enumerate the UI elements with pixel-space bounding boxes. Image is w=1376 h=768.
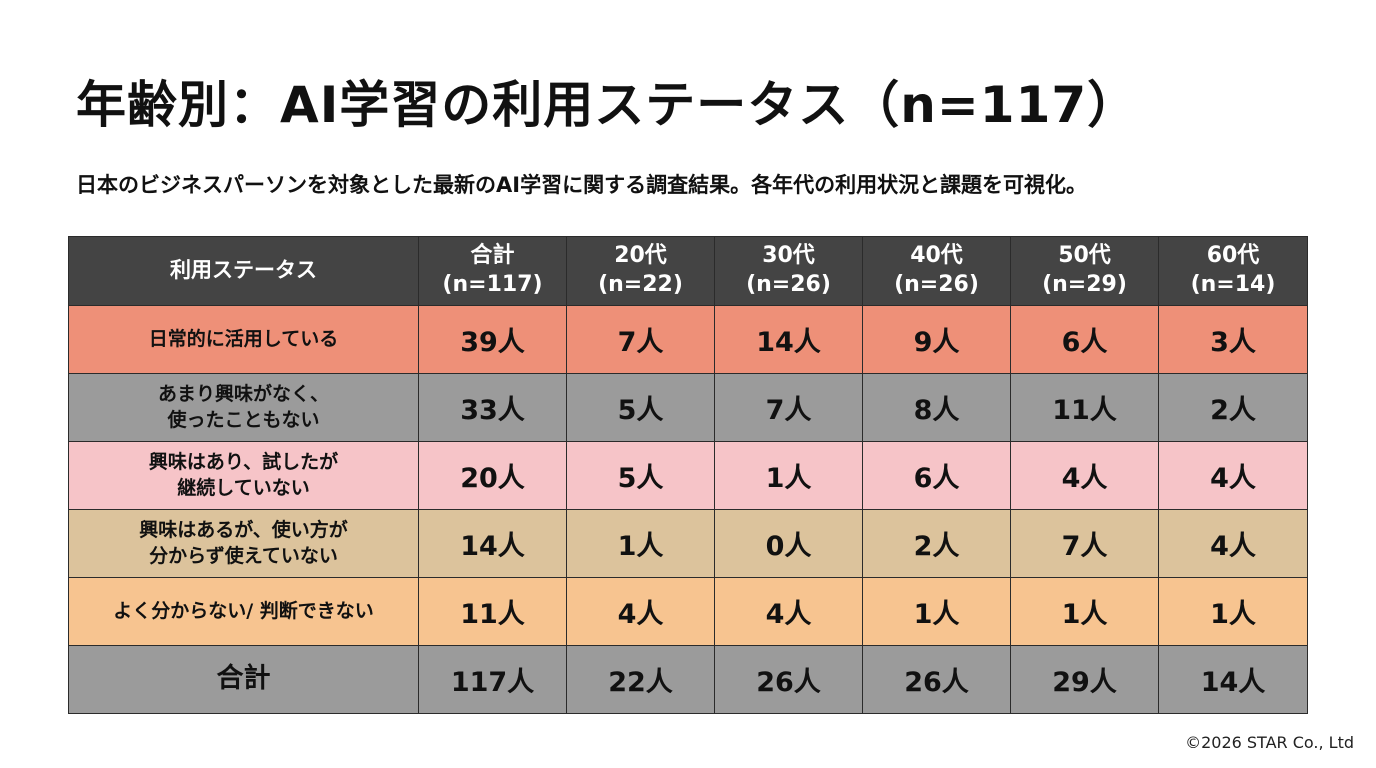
count-cell: 11人	[1010, 373, 1159, 442]
count-cell: 4人	[566, 577, 715, 646]
column-header-2: 20代 (n=22)	[566, 236, 715, 306]
count-cell: 8人	[862, 373, 1011, 442]
count-cell: 7人	[566, 305, 715, 374]
page-subtitle: 日本のビジネスパーソンを対象とした最新のAI学習に関する調査結果。各年代の利用状…	[76, 173, 1088, 197]
column-header-status: 利用ステータス	[68, 236, 419, 306]
count-cell: 7人	[1010, 509, 1159, 578]
count-cell: 26人	[714, 645, 863, 714]
row-status-line: 興味はあるが、使い方が	[139, 518, 348, 541]
row-status-line: 興味はあり、試したが	[148, 450, 339, 473]
column-header-label: 60代	[1206, 243, 1260, 269]
count-cell: 11人	[418, 577, 567, 646]
count-cell: 1人	[1158, 577, 1308, 646]
column-header-n: (n=14)	[1190, 272, 1276, 297]
row-status-label: あまり興味がなく、 使ったこともない	[68, 373, 419, 442]
column-header-1: 合計 (n=117)	[418, 236, 567, 306]
count-cell: 1人	[1010, 577, 1159, 646]
count-cell: 6人	[1010, 305, 1159, 374]
count-cell: 2人	[1158, 373, 1308, 442]
count-cell: 6人	[862, 441, 1011, 510]
column-header-label: 50代	[1058, 243, 1111, 269]
column-header-label: 20代	[614, 243, 667, 269]
table-header: 利用ステータス 合計 (n=117) 20代 (n=22) 30代 (n=26) 40代 (n=…	[68, 236, 1308, 306]
count-cell: 14人	[418, 509, 567, 578]
column-header-n: (n=29)	[1042, 272, 1127, 297]
row-status-label: 興味はあるが、使い方が 分からず使えていない	[68, 509, 419, 578]
header-row: 利用ステータス 合計 (n=117) 20代 (n=22) 30代 (n=26) 40代 (n=…	[68, 236, 1308, 306]
column-header-3: 30代 (n=26)	[714, 236, 863, 306]
count-cell: 2人	[862, 509, 1011, 578]
count-cell: 26人	[862, 645, 1011, 714]
table-row: 興味はあり、試したが 継続していない 20人 5人 1人 6人 4人 4人	[68, 441, 1308, 510]
column-header-n: (n=26)	[894, 272, 979, 297]
table-body: 日常的に活用している 39人 7人 14人 9人 6人 3人 あまり興味がなく、 使ったこともな…	[68, 305, 1308, 714]
count-cell: 5人	[566, 441, 715, 510]
table-row: あまり興味がなく、 使ったこともない 33人 5人 7人 8人 11人 2人	[68, 373, 1308, 442]
column-header-label: 利用ステータス	[170, 258, 317, 283]
count-cell: 22人	[566, 645, 715, 714]
column-header-n: (n=26)	[746, 272, 831, 297]
column-header-label: 40代	[910, 243, 963, 269]
count-cell: 4人	[1158, 441, 1308, 510]
column-header-n: (n=22)	[598, 272, 683, 297]
column-header-n: (n=117)	[442, 272, 543, 297]
count-cell: 20人	[418, 441, 567, 510]
row-status-line: 分からず使えていない	[149, 544, 338, 567]
row-status-label: 興味はあり、試したが 継続していない	[68, 441, 419, 510]
count-cell: 5人	[566, 373, 715, 442]
row-status-line: 日常的に活用している	[148, 327, 339, 350]
row-status-label: よく分からない/ 判断できない	[68, 577, 419, 646]
count-cell: 4人	[714, 577, 863, 646]
count-cell: 0人	[714, 509, 863, 578]
row-status-line: 使ったこともない	[167, 408, 320, 431]
count-cell: 4人	[1010, 441, 1159, 510]
column-header-5: 50代 (n=29)	[1010, 236, 1159, 306]
column-header-label: 30代	[762, 243, 815, 269]
row-status-line: 継続していない	[177, 476, 310, 499]
count-cell: 14人	[714, 305, 863, 374]
count-cell: 7人	[714, 373, 863, 442]
column-header-4: 40代 (n=26)	[862, 236, 1011, 306]
count-cell: 39人	[418, 305, 567, 374]
count-cell: 33人	[418, 373, 567, 442]
count-cell: 1人	[862, 577, 1011, 646]
page-title: 年齢別：AI学習の利用ステータス（n=117）	[76, 76, 1139, 134]
count-cell: 9人	[862, 305, 1011, 374]
copyright-notice: ©2026 STAR Co., Ltd	[1185, 733, 1354, 752]
status-table: 利用ステータス 合計 (n=117) 20代 (n=22) 30代 (n=26) 40代 (n=…	[68, 236, 1308, 714]
count-cell: 1人	[714, 441, 863, 510]
row-status-line: あまり興味がなく、	[157, 382, 329, 405]
count-cell: 29人	[1010, 645, 1159, 714]
total-row: 合計 117人 22人 26人 26人 29人 14人	[68, 645, 1308, 714]
count-cell: 14人	[1158, 645, 1308, 714]
count-cell: 3人	[1158, 305, 1308, 374]
row-status-label: 日常的に活用している	[68, 305, 419, 374]
count-cell: 117人	[418, 645, 567, 714]
column-header-6: 60代 (n=14)	[1158, 236, 1308, 306]
count-cell: 1人	[566, 509, 715, 578]
row-status-label: 合計	[68, 645, 419, 714]
table-row: 日常的に活用している 39人 7人 14人 9人 6人 3人	[68, 305, 1308, 374]
count-cell: 4人	[1158, 509, 1308, 578]
column-header-label: 合計	[470, 243, 515, 269]
row-status-line: 合計	[216, 663, 271, 695]
row-status-line: よく分からない/ 判断できない	[113, 599, 374, 622]
table-row: 興味はあるが、使い方が 分からず使えていない 14人 1人 0人 2人 7人 4人	[68, 509, 1308, 578]
table-row: よく分からない/ 判断できない 11人 4人 4人 1人 1人 1人	[68, 577, 1308, 646]
